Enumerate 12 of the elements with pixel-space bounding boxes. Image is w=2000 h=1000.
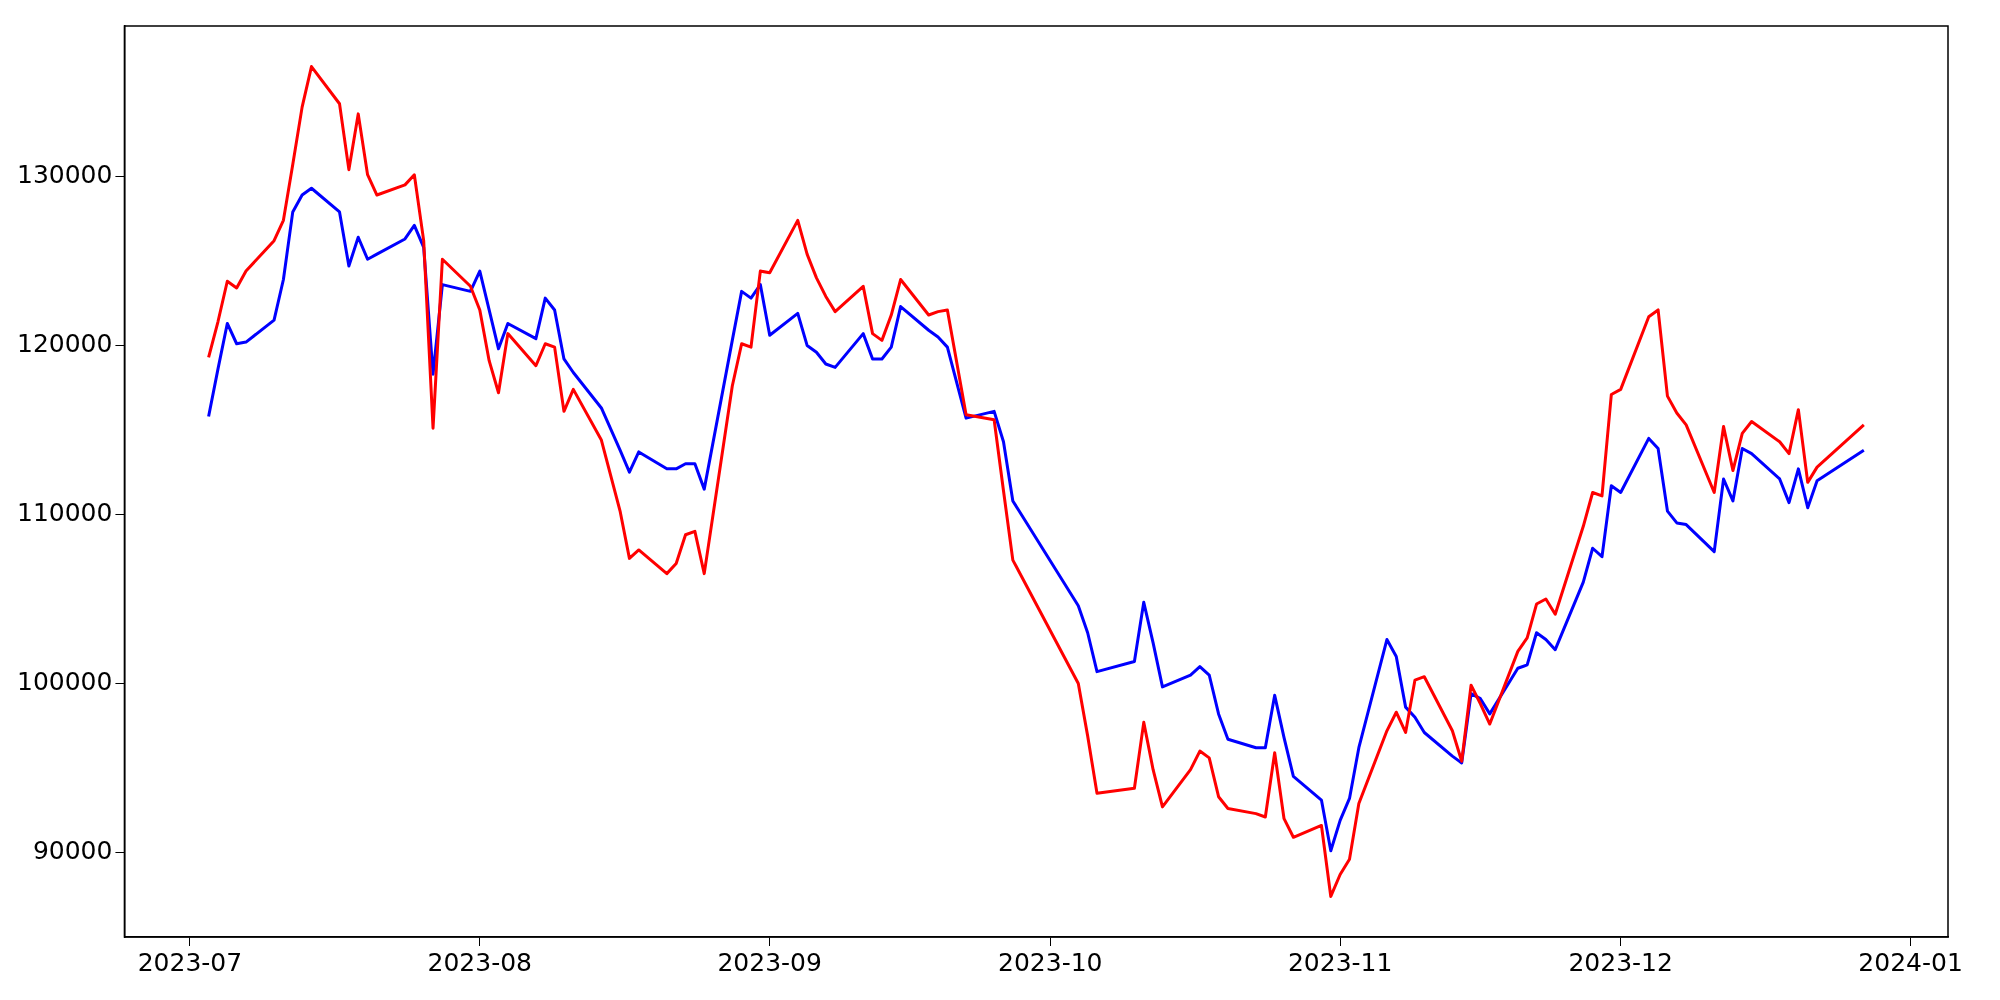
x-tick-label: 2024-01 — [1858, 947, 1963, 977]
x-tick-label: 2023-08 — [427, 947, 533, 977]
y-tick-label: 130000 — [17, 159, 113, 189]
x-tick-label: 2023-10 — [998, 947, 1103, 977]
y-tick-label: 110000 — [17, 497, 113, 527]
x-tick-label: 2023-11 — [1287, 947, 1393, 977]
y-tick-label: 120000 — [17, 328, 113, 358]
y-tick-label: 100000 — [17, 666, 113, 696]
x-tick-label: 2023-07 — [137, 947, 243, 977]
y-tick-label: 90000 — [32, 835, 113, 865]
x-tick-label: 2023-09 — [717, 947, 822, 977]
x-tick-label: 2023-12 — [1568, 947, 1673, 977]
